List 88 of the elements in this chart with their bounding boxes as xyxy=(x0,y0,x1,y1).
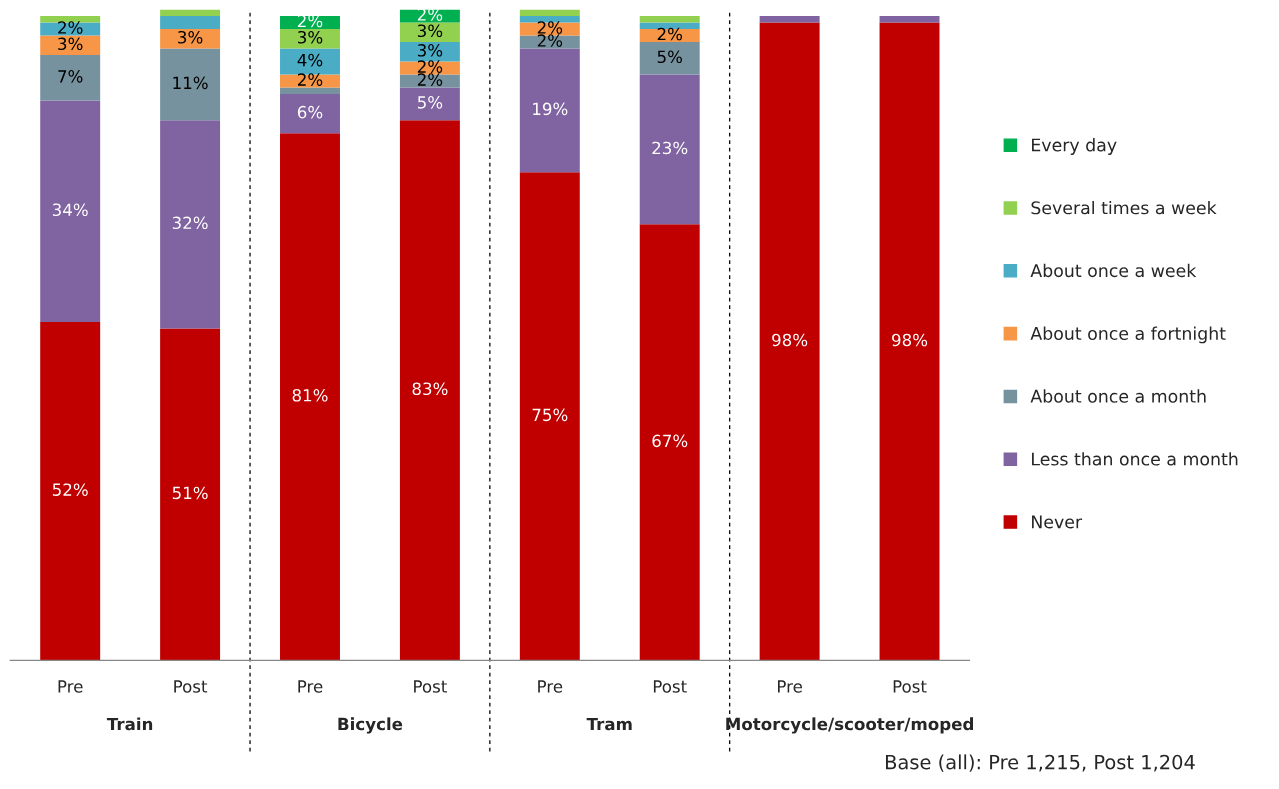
data-label: 2% xyxy=(298,73,323,86)
text: Motorcycle/scooter/moped xyxy=(726,717,973,734)
data-label: 2% xyxy=(417,73,443,86)
x-tick-label: Pre xyxy=(298,680,323,693)
data-label: 2% xyxy=(58,21,83,34)
bar xyxy=(280,29,340,49)
data-label: 2% xyxy=(537,34,563,47)
bar xyxy=(160,15,221,29)
bar xyxy=(759,22,820,661)
data-label: 23% xyxy=(652,141,688,155)
text: Base (all): Pre 1,215, Post 1,204 xyxy=(886,754,1195,772)
bar xyxy=(399,74,460,88)
bar xyxy=(759,15,820,23)
legend-label: About once a fortnight xyxy=(1030,326,1226,344)
bar xyxy=(280,48,340,75)
bar xyxy=(280,15,340,29)
bar xyxy=(399,87,460,121)
bar xyxy=(639,224,700,661)
bar xyxy=(280,94,340,134)
bar xyxy=(160,48,221,121)
x-tick-label: Pre xyxy=(538,680,563,693)
data-label: 6% xyxy=(297,105,323,119)
bar xyxy=(519,48,580,173)
data-label: 67% xyxy=(652,434,688,448)
bar xyxy=(280,87,340,95)
text: Train xyxy=(106,717,153,731)
x-tick-label: Pre xyxy=(778,680,802,693)
bar xyxy=(160,29,221,49)
data-label: 3% xyxy=(58,37,83,51)
legend-label: Every day xyxy=(1032,138,1117,155)
x-tick-label: Post xyxy=(174,680,208,693)
data-label: 98% xyxy=(772,333,808,347)
bar xyxy=(40,35,101,56)
bar xyxy=(639,15,700,23)
bar xyxy=(519,22,580,36)
legend-label: Less than once a month xyxy=(1032,452,1238,466)
x-tick-label: Post xyxy=(893,680,927,693)
data-label: 3% xyxy=(417,24,443,38)
legend-label: About once a month xyxy=(1030,389,1206,403)
bar xyxy=(519,172,580,661)
data-label: 2% xyxy=(537,21,563,34)
bar xyxy=(40,15,101,23)
bar xyxy=(879,22,940,661)
bar xyxy=(40,22,101,36)
bar xyxy=(639,74,700,225)
data-label: 32% xyxy=(172,216,208,230)
data-label: 5% xyxy=(657,50,683,64)
bar xyxy=(879,15,940,23)
data-label: 4% xyxy=(297,53,323,67)
bar xyxy=(160,328,221,661)
data-label: 19% xyxy=(533,102,568,116)
data-label: 2% xyxy=(657,27,683,41)
x-tick-label: Post xyxy=(653,680,687,693)
bar xyxy=(399,42,460,62)
bar xyxy=(519,15,580,23)
bar xyxy=(639,42,700,75)
data-label: 3% xyxy=(298,30,323,44)
data-label: 3% xyxy=(417,44,443,57)
data-label: 81% xyxy=(292,389,328,402)
data-label: 83% xyxy=(412,382,448,396)
data-label: 98% xyxy=(892,333,928,347)
bar xyxy=(40,55,101,101)
data-label: 2% xyxy=(417,60,443,73)
data-label: 34% xyxy=(52,203,88,217)
data-label: 5% xyxy=(417,96,443,109)
bar xyxy=(639,29,700,43)
data-label: 11% xyxy=(173,76,208,90)
x-tick-label: Pre xyxy=(58,680,83,693)
data-label: 51% xyxy=(172,486,208,500)
bar xyxy=(40,100,101,322)
legend-label: Never xyxy=(1032,515,1083,529)
bar xyxy=(519,9,580,16)
bar xyxy=(280,133,340,661)
text: Tram xyxy=(586,717,632,731)
text: Bicycle xyxy=(338,717,403,734)
data-label: 7% xyxy=(58,70,83,83)
data-label: 3% xyxy=(178,30,203,44)
bar xyxy=(40,321,101,661)
data-label: 52% xyxy=(52,483,88,496)
legend-label: About once a week xyxy=(1030,263,1197,278)
bar xyxy=(639,22,700,29)
legend-label: Several times a week xyxy=(1031,200,1217,215)
data-label: 75% xyxy=(532,408,568,422)
x-tick-label: Post xyxy=(414,680,447,693)
bar xyxy=(160,120,221,329)
bar xyxy=(399,120,460,661)
bar xyxy=(160,9,221,16)
bar xyxy=(399,22,460,43)
